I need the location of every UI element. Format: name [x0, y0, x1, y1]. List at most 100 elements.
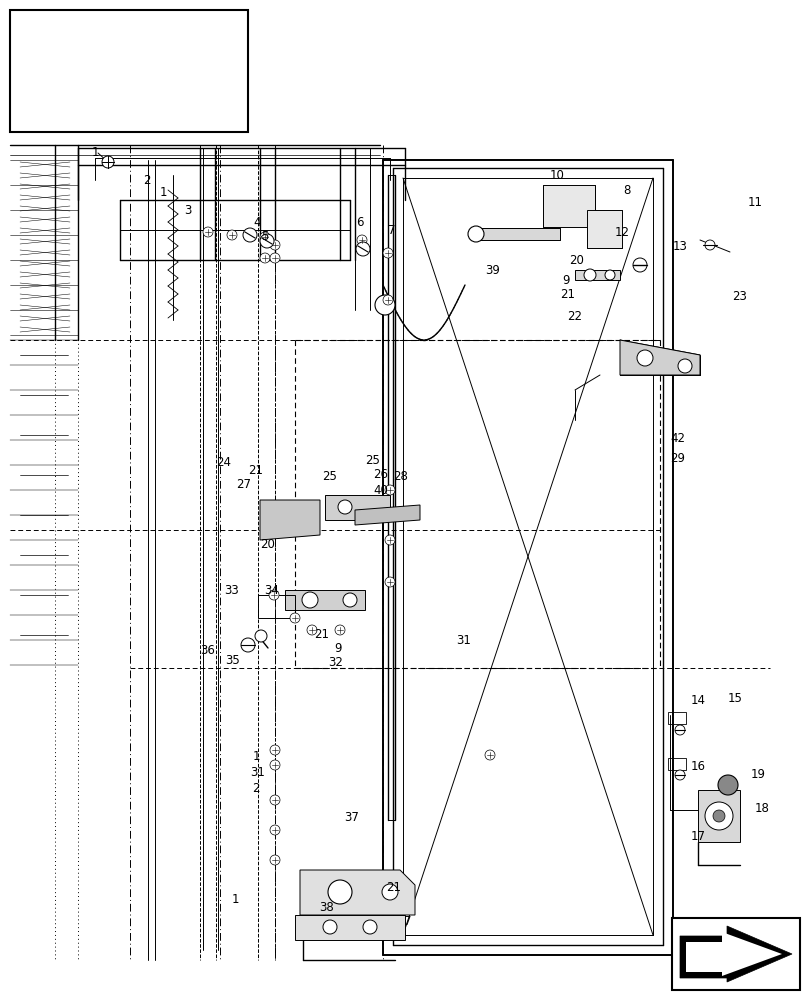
Text: 28: 28	[393, 470, 408, 483]
Bar	[586, 210, 621, 248]
Text: 29: 29	[670, 452, 684, 464]
Polygon shape	[620, 340, 699, 375]
Text: 18: 18	[753, 801, 769, 814]
Text: 38: 38	[320, 901, 334, 914]
Polygon shape	[294, 915, 405, 940]
Circle shape	[704, 802, 732, 830]
Circle shape	[674, 770, 684, 780]
Text: 2: 2	[252, 782, 260, 794]
Text: 25: 25	[322, 471, 337, 484]
Text: 13: 13	[672, 240, 687, 253]
Circle shape	[363, 920, 376, 934]
Text: 7: 7	[388, 224, 395, 237]
Text: 1: 1	[91, 146, 99, 159]
Bar	[543, 185, 594, 227]
Text: 20: 20	[260, 538, 275, 550]
Text: 32: 32	[328, 656, 343, 668]
Text: 21: 21	[560, 288, 575, 300]
Circle shape	[307, 625, 316, 635]
Circle shape	[381, 884, 397, 900]
Polygon shape	[679, 926, 791, 982]
Circle shape	[633, 258, 646, 272]
Text: 8: 8	[623, 184, 630, 197]
Circle shape	[704, 240, 714, 250]
Circle shape	[335, 625, 345, 635]
Circle shape	[260, 232, 270, 242]
Circle shape	[270, 253, 280, 263]
Text: 37: 37	[344, 811, 359, 824]
Polygon shape	[471, 228, 560, 240]
Text: 42: 42	[670, 432, 684, 444]
Text: 14: 14	[689, 694, 705, 706]
Circle shape	[375, 295, 394, 315]
Text: 19: 19	[749, 768, 765, 780]
Circle shape	[636, 350, 652, 366]
Circle shape	[102, 156, 114, 168]
Circle shape	[242, 228, 257, 242]
Text: 3: 3	[184, 204, 191, 217]
Text: 16: 16	[689, 760, 705, 772]
Bar	[10, 10, 247, 132]
Polygon shape	[354, 505, 419, 525]
Circle shape	[270, 855, 280, 865]
Circle shape	[227, 230, 237, 240]
Circle shape	[604, 270, 614, 280]
Circle shape	[260, 253, 270, 263]
Circle shape	[712, 810, 724, 822]
Text: 21: 21	[314, 628, 329, 642]
Circle shape	[270, 760, 280, 770]
Text: 17: 17	[689, 830, 705, 843]
Text: 2: 2	[143, 174, 151, 187]
Polygon shape	[299, 870, 414, 915]
Text: 9: 9	[334, 642, 341, 654]
Bar	[672, 918, 799, 990]
Text: 1: 1	[252, 750, 260, 762]
Circle shape	[268, 590, 279, 600]
Circle shape	[337, 500, 351, 514]
Text: 33: 33	[225, 584, 239, 596]
Text: 6: 6	[356, 216, 363, 229]
Polygon shape	[324, 495, 389, 520]
Polygon shape	[574, 270, 620, 280]
Polygon shape	[260, 500, 320, 540]
Circle shape	[270, 825, 280, 835]
Text: 40: 40	[373, 484, 388, 496]
Circle shape	[717, 775, 737, 795]
Text: 7: 7	[404, 915, 411, 928]
Text: 11: 11	[747, 196, 762, 209]
Circle shape	[255, 630, 267, 642]
Circle shape	[323, 920, 337, 934]
Circle shape	[260, 234, 273, 248]
Circle shape	[270, 240, 280, 250]
Circle shape	[674, 725, 684, 735]
Circle shape	[384, 485, 394, 495]
Text: 36: 36	[200, 644, 215, 656]
Circle shape	[383, 248, 393, 258]
Circle shape	[270, 745, 280, 755]
Text: 4: 4	[253, 216, 260, 229]
Circle shape	[203, 227, 212, 237]
Text: 27: 27	[236, 478, 251, 490]
Circle shape	[484, 750, 495, 760]
Text: 21: 21	[386, 882, 401, 894]
Polygon shape	[685, 932, 781, 976]
Polygon shape	[285, 590, 365, 610]
Text: 26: 26	[373, 468, 388, 482]
Text: 1: 1	[231, 894, 238, 906]
Text: 34: 34	[264, 584, 279, 596]
Circle shape	[677, 359, 691, 373]
Text: 20: 20	[569, 253, 584, 266]
Text: 9: 9	[561, 273, 569, 286]
Circle shape	[357, 235, 367, 245]
Text: 22: 22	[567, 310, 581, 322]
Text: 39: 39	[485, 263, 500, 276]
Text: 15: 15	[727, 692, 741, 704]
Bar	[667, 758, 685, 770]
Text: 5: 5	[261, 231, 268, 243]
Circle shape	[384, 577, 394, 587]
Circle shape	[467, 226, 483, 242]
Text: 10: 10	[549, 169, 564, 182]
Circle shape	[355, 242, 370, 256]
Bar	[697, 790, 739, 842]
Text: 31: 31	[456, 634, 471, 646]
